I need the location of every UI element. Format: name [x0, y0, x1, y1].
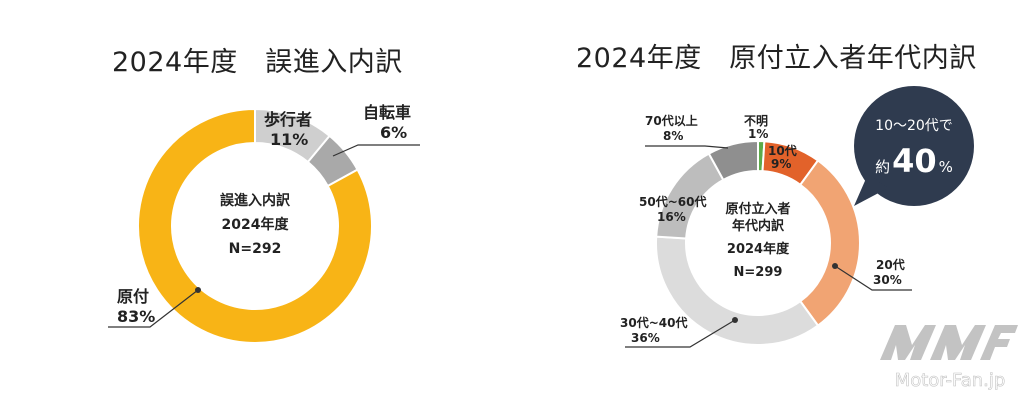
leader-twenties: [834, 265, 912, 291]
label-pedestrian: 歩行者: [264, 110, 312, 129]
right-center-line3: 2024年度: [727, 241, 790, 257]
right-chart-title: 2024年度 原付立入者年代内訳: [576, 43, 977, 74]
value-twenties: 30%: [873, 273, 902, 287]
leader-bicycle: [332, 144, 420, 157]
leader-70s-plus: [645, 145, 729, 149]
value-unknown: 1%: [748, 127, 768, 141]
label-unknown: 不明: [744, 114, 768, 128]
label-bicycle: 自転車: [363, 103, 411, 122]
left-slice-2: [137, 107, 373, 344]
right-donut: [655, 139, 861, 346]
leader-dot-twenties: [832, 263, 838, 269]
value-moped: 83%: [117, 307, 155, 326]
leader-dot-30s-40s: [732, 317, 738, 323]
left-labels: 歩行者 11% 自転車 6% 原付 83% 誤進入内訳 2024年度 N=292: [108, 103, 420, 328]
value-70s-plus: 8%: [663, 129, 683, 143]
label-twenties: 20代: [876, 257, 905, 272]
leader-dot-moped: [195, 287, 201, 293]
leader-30s-40s: [625, 319, 736, 348]
label-30s-40s: 30代~40代: [620, 315, 687, 330]
watermark-site: Motor-Fan.jp: [895, 370, 1006, 391]
logo-m2-mark: [930, 325, 986, 360]
leader-moped: [108, 289, 199, 328]
left-center-line1: 誤進入内訳: [220, 192, 291, 209]
callout-bubble: 10～20代で 約40%: [854, 86, 974, 206]
right-center-line2: 年代内訳: [732, 218, 785, 234]
right-center-line4: N=299: [734, 265, 783, 280]
motor-fan-logo: Motor-Fan.jp: [880, 325, 1018, 391]
value-pedestrian: 11%: [270, 130, 308, 149]
label-50s-60s: 50代~60代: [639, 194, 706, 209]
value-30s-40s: 36%: [631, 331, 660, 345]
logo-m-mark: [880, 325, 936, 360]
callout-prefix: 約: [875, 158, 890, 176]
right-labels: 不明 1% 10代 9% 20代 30% 30代~40代 36% 50代~60代…: [620, 113, 912, 348]
value-bicycle: 6%: [380, 123, 407, 142]
right-slice-2: [798, 159, 861, 327]
logo-f-mark: [980, 325, 1018, 360]
callout-value: 40: [892, 142, 937, 180]
callout-circle: [854, 86, 974, 206]
label-moped: 原付: [117, 287, 149, 306]
label-70s-plus: 70代以上: [645, 113, 698, 128]
callout-line2: 約40%: [875, 142, 953, 180]
value-50s-60s: 16%: [657, 210, 686, 224]
left-center-line2: 2024年度: [222, 216, 290, 233]
callout-tail: [854, 174, 888, 206]
left-donut: [137, 107, 373, 344]
callout-suffix: %: [939, 158, 953, 176]
left-chart-title: 2024年度 誤進入内訳: [112, 47, 403, 78]
left-center-line3: N=292: [229, 241, 282, 257]
label-teens: 10代: [768, 143, 797, 158]
right-center-line1: 原付立入者: [725, 201, 790, 217]
callout-line1: 10～20代で: [875, 118, 953, 134]
value-teens: 9%: [771, 157, 791, 171]
